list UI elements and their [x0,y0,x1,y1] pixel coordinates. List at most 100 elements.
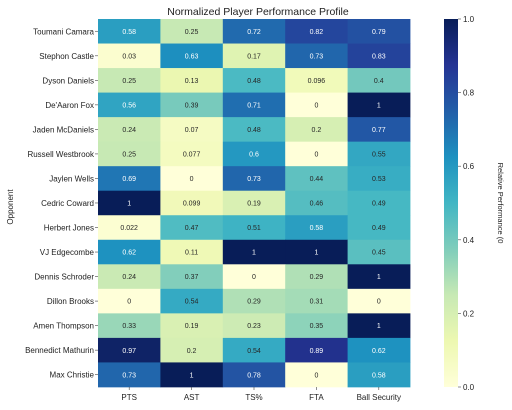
heatmap-cell [285,264,348,290]
colorbar [444,19,458,387]
cell-value-label: 1 [314,250,318,257]
cell-value-label: 0.25 [122,152,136,159]
cell-value-label: 0 [314,102,318,109]
heatmap-cell [347,337,411,363]
cell-value-label: 1 [377,102,381,109]
heatmap-cell [98,362,161,388]
heatmap-cell [98,264,161,290]
heatmap-cell [347,190,411,216]
cell-value-label: 0.72 [247,29,261,36]
cell-value-label: 0 [314,152,318,159]
cell-value-label: 0.11 [185,250,198,257]
heatmap-cell [98,313,161,339]
cell-value-label: 0.2 [187,348,197,355]
chart-title: Normalized Player Performance Profile [167,6,349,18]
heatmap-cell [347,215,411,241]
heatmap-cell [285,239,348,265]
cell-value-label: 0.62 [372,348,386,355]
heatmap-cell [160,264,224,290]
heatmap-cell [222,68,286,93]
cell-value-label: 0.89 [310,348,324,355]
cell-value-label: 0.78 [247,372,261,379]
heatmap-cell [347,264,411,290]
cell-value-label: 0.29 [247,299,261,306]
cell-value-label: 0.46 [310,201,324,208]
heatmap-cell [160,313,224,339]
cell-value-label: 0.6 [249,152,259,159]
heatmap-cell [98,68,161,93]
heatmap-cell [222,337,286,363]
heatmap-cell [98,215,161,241]
cell-value-label: 0.077 [183,152,201,159]
cell-value-label: 0.77 [372,127,386,134]
cell-value-label: 0.54 [247,348,261,355]
row-label: Cedric Coward [41,199,94,208]
cell-value-label: 0.25 [185,29,199,36]
heatmap-cell [222,43,286,69]
heatmap-cell [160,239,224,265]
cell-value-label: 1 [190,372,194,379]
heatmap-cell [160,337,224,363]
heatmap-cell [222,362,286,388]
heatmap-cell [347,313,411,339]
cell-value-label: 0.51 [247,225,261,232]
row-label: VJ Edgecombe [40,248,95,257]
cell-value-label: 0.2 [312,127,322,134]
cell-value-label: 0.19 [247,201,261,208]
row-label: Herbert Jones [44,224,94,233]
heatmap-cell [160,43,224,69]
heatmap-cell [98,43,161,69]
cell-value-label: 0.55 [372,152,386,159]
y-axis-label: Opponent [6,189,15,225]
heatmap-cell [160,117,224,143]
heatmap-cell [222,19,286,44]
heatmap-cell [285,141,348,167]
cell-value-label: 0.69 [122,176,136,183]
heatmap-cell [98,239,161,265]
heatmap-cell [222,190,286,216]
row-label: Toumani Camara [33,27,94,36]
column-label: Ball Security [357,393,401,402]
cell-value-label: 0.022 [120,225,138,232]
heatmap-cell [347,362,411,388]
heatmap-cell [285,68,348,93]
heatmap-cell [98,166,161,192]
row-label: Stephon Castle [39,52,94,61]
heatmap-cell [222,239,286,265]
heatmap-cell [285,362,348,388]
heatmap-cell [347,68,411,93]
heatmap-cell [347,166,411,192]
heatmap-cell [222,141,286,167]
heatmap-cell [98,19,161,44]
cell-value-label: 0.24 [122,127,136,134]
cell-value-label: 0.099 [183,201,201,208]
cell-value-label: 0.45 [372,250,386,257]
cell-value-label: 0.37 [185,274,199,281]
cell-value-label: 0.31 [310,299,324,306]
cell-value-label: 0.49 [372,225,386,232]
row-label: Bennedict Mathurin [25,346,94,355]
cell-value-label: 0.48 [247,78,261,85]
heatmap-cell [347,92,411,118]
cell-value-label: 0.19 [185,323,199,330]
heatmap-cell [98,141,161,167]
column-label: AST [184,393,200,402]
cell-value-label: 0.73 [122,372,136,379]
heatmap-cell [98,117,161,143]
heatmap-cell [160,362,224,388]
row-label: Jaylen Wells [49,174,94,183]
colorbar-tick-label: 1.0 [463,15,475,24]
row-label: Dyson Daniels [42,76,94,85]
cell-value-label: 0.82 [310,29,324,36]
heatmap-cell [160,92,224,118]
cell-value-label: 0.62 [122,250,136,257]
cell-value-label: 0.47 [185,225,199,232]
cell-value-label: 0.07 [185,127,199,134]
cell-value-label: 0.23 [247,323,261,330]
row-label: Russell Westbrook [27,150,95,159]
cell-value-label: 0.73 [247,176,261,183]
cell-value-label: 0.39 [185,102,199,109]
cell-value-label: 0.58 [310,225,324,232]
heatmap-cell [285,288,348,314]
